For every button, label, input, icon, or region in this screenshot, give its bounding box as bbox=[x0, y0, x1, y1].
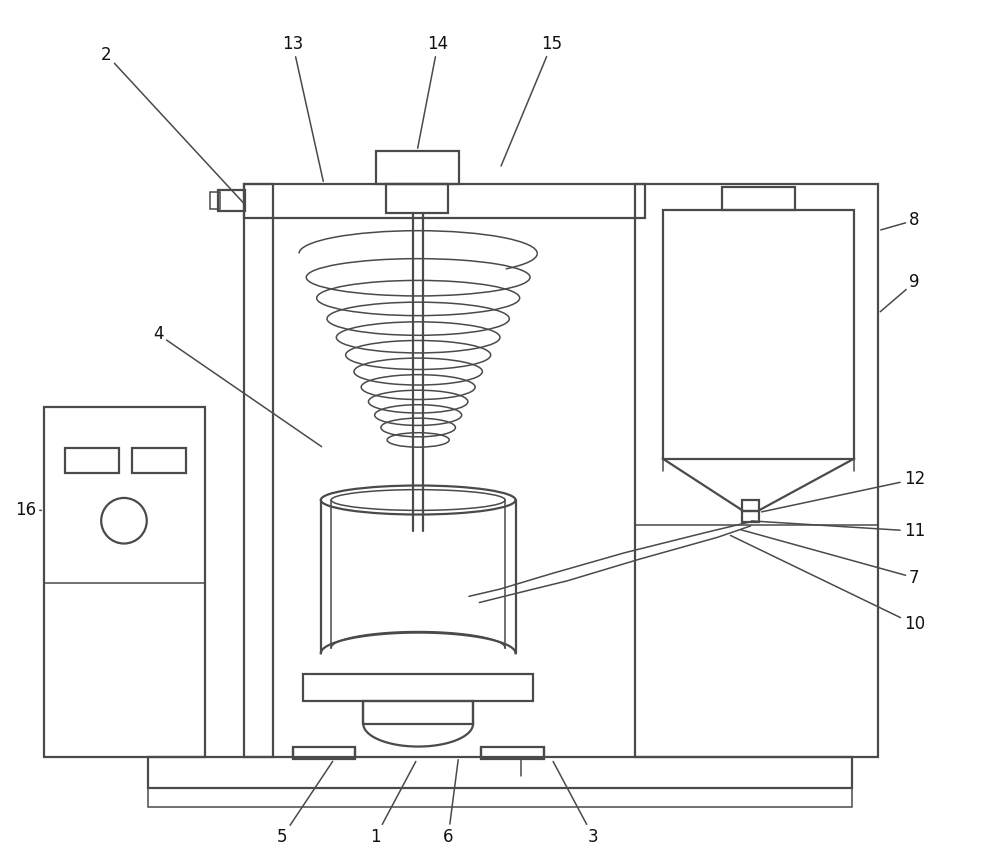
Bar bbox=[244, 184, 273, 757]
Text: 14: 14 bbox=[418, 35, 448, 148]
Bar bbox=[742, 500, 759, 511]
Bar bbox=[244, 184, 645, 218]
Text: 5: 5 bbox=[277, 761, 333, 846]
Text: 12: 12 bbox=[762, 470, 925, 512]
Bar bbox=[363, 701, 473, 724]
Bar bbox=[132, 448, 186, 473]
Text: 1: 1 bbox=[370, 762, 416, 846]
Bar bbox=[218, 191, 245, 211]
Text: 11: 11 bbox=[751, 521, 925, 540]
Bar bbox=[293, 746, 355, 759]
Bar bbox=[376, 151, 459, 184]
Text: 3: 3 bbox=[553, 762, 599, 846]
Bar bbox=[481, 746, 544, 759]
Bar bbox=[742, 511, 759, 522]
Text: 8: 8 bbox=[881, 211, 920, 230]
Text: 6: 6 bbox=[443, 759, 458, 846]
Text: 2: 2 bbox=[101, 45, 243, 203]
Text: 10: 10 bbox=[730, 535, 925, 634]
Bar bbox=[386, 184, 448, 213]
Text: 16: 16 bbox=[15, 501, 41, 519]
Bar bbox=[148, 757, 852, 788]
Bar bbox=[303, 674, 533, 701]
Bar bbox=[148, 788, 852, 806]
Text: 13: 13 bbox=[282, 35, 323, 181]
Bar bbox=[663, 210, 854, 458]
Bar bbox=[65, 448, 119, 473]
Text: 7: 7 bbox=[741, 530, 920, 587]
Bar bbox=[635, 184, 878, 757]
Text: 4: 4 bbox=[153, 325, 322, 446]
Bar bbox=[722, 187, 795, 210]
Bar bbox=[44, 407, 205, 757]
Text: 15: 15 bbox=[501, 35, 562, 166]
Text: 9: 9 bbox=[880, 274, 920, 312]
Bar bbox=[210, 192, 220, 209]
